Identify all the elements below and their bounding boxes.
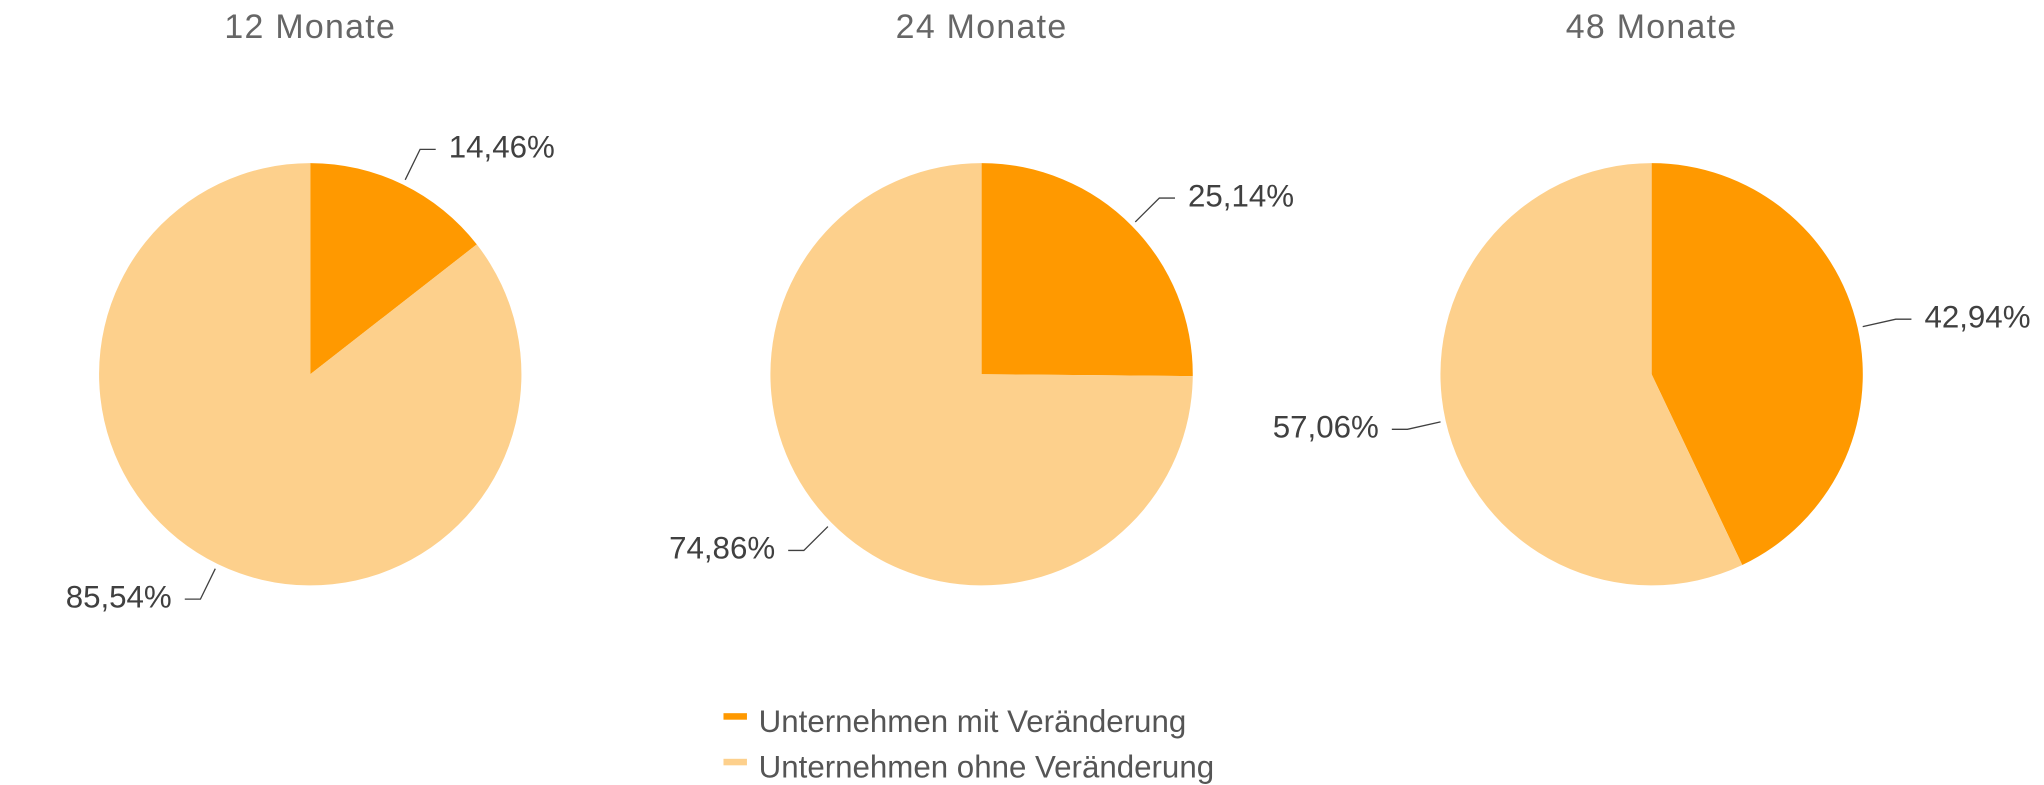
data-label: 57,06% xyxy=(1273,410,1379,445)
pie-slice xyxy=(99,163,522,586)
leader-line xyxy=(1134,197,1175,223)
pie-slice xyxy=(310,163,477,375)
data-label: 74,86% xyxy=(669,531,775,566)
pie-slice xyxy=(1440,163,1743,586)
data-label: 85,54% xyxy=(66,579,172,614)
pie-slice xyxy=(770,163,1193,586)
chart-title: 48 Monate xyxy=(1566,8,1738,46)
leader-line xyxy=(184,568,216,600)
legend-swatch xyxy=(723,713,747,720)
chart-title: 24 Monate xyxy=(896,8,1068,46)
leader-line xyxy=(788,526,829,552)
legend-swatch xyxy=(723,758,747,766)
data-label: 25,14% xyxy=(1188,178,1294,213)
data-label: 42,94% xyxy=(1924,299,2030,334)
leader-line xyxy=(1862,318,1912,328)
pie-slice xyxy=(1651,163,1863,565)
pie-slice xyxy=(981,163,1193,377)
chart-title: 12 Monate xyxy=(224,8,396,46)
data-label: 14,46% xyxy=(449,130,555,165)
leader-line xyxy=(404,148,436,181)
leader-line xyxy=(1391,421,1441,430)
legend-label: Unternehmen mit Veränderung xyxy=(759,704,1187,739)
legend-label: Unternehmen ohne Veränderung xyxy=(759,749,1214,784)
